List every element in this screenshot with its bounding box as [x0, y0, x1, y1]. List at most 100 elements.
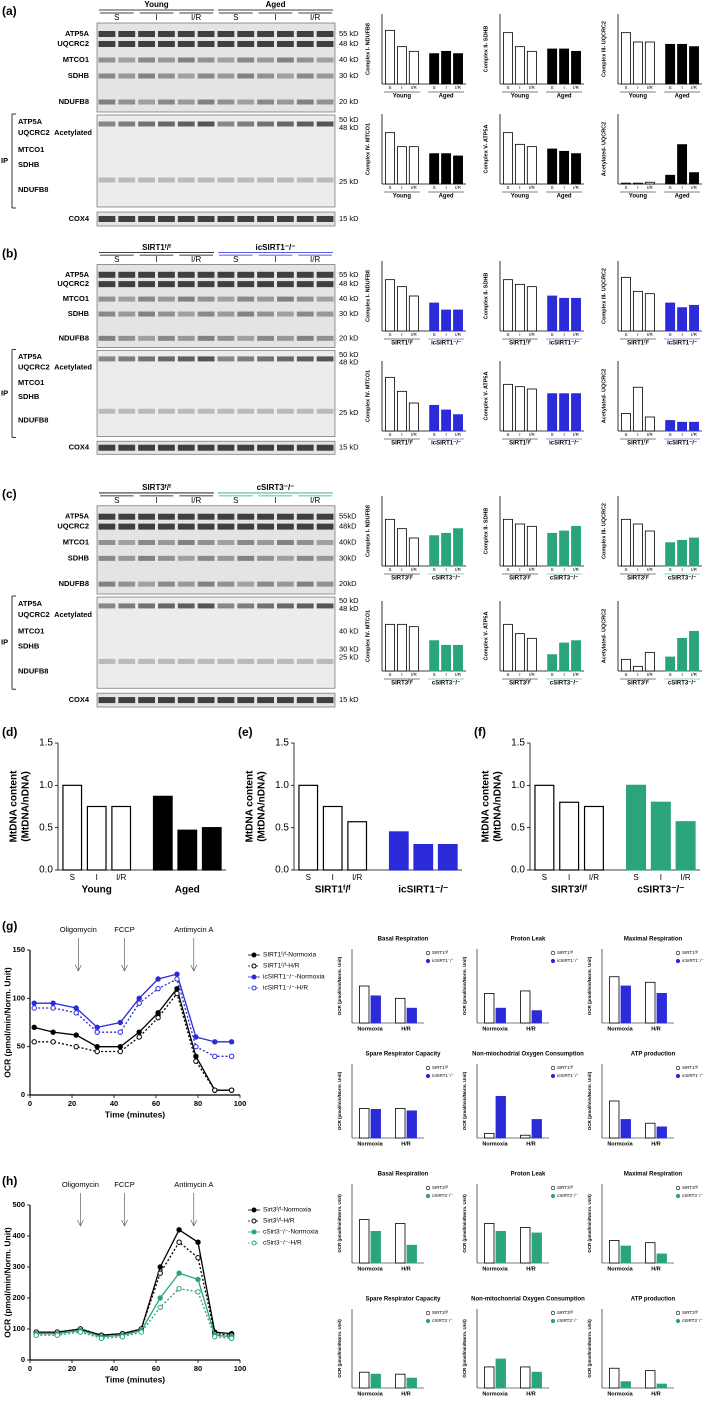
blot-band — [118, 57, 136, 63]
blot-band — [197, 31, 215, 37]
bar — [571, 153, 581, 185]
legend-marker — [675, 1310, 681, 1316]
legend-label: SIRT3ᶠ/ᶠ — [432, 1310, 448, 1315]
blot-band — [237, 408, 255, 414]
bar — [644, 41, 655, 85]
blot-band — [197, 311, 215, 317]
blot-band — [296, 356, 314, 362]
data-point — [176, 1286, 182, 1292]
blot-band — [98, 581, 116, 587]
x-tick-label: H/R — [401, 1391, 411, 1397]
bar — [429, 404, 440, 432]
bar — [632, 665, 643, 672]
x-tick-label: S — [633, 873, 638, 882]
group-label: icSIRT1⁻/⁻ — [398, 885, 448, 896]
bar — [408, 537, 419, 567]
blot-band — [277, 697, 294, 704]
blot-band — [138, 581, 155, 587]
bar — [62, 784, 83, 871]
protein-label: UQCRC2 — [18, 128, 50, 137]
x-tick-label: S — [669, 332, 672, 337]
y-axis-label: Complex III- UQCRC2 — [601, 503, 607, 559]
bar — [547, 532, 558, 567]
bar — [359, 985, 370, 1024]
legend-marker — [425, 1065, 431, 1071]
x-tick-label: Normoxia — [482, 1141, 508, 1147]
blot-band — [257, 356, 274, 362]
x-tick-label: 40 — [110, 1099, 118, 1108]
blot-band — [177, 281, 195, 288]
group-label: Young — [629, 194, 648, 200]
blot-band — [296, 658, 314, 664]
x-tick-label: I — [401, 567, 402, 572]
blot-band — [237, 513, 255, 520]
protein-label: ATP5A — [65, 270, 90, 279]
blot-band — [158, 271, 175, 278]
blot-band — [197, 99, 215, 105]
group-label: Aged — [175, 885, 200, 896]
bar — [429, 53, 440, 85]
blot-band — [98, 271, 116, 278]
data-point — [212, 1087, 218, 1093]
bar — [665, 420, 676, 432]
blot-band — [98, 31, 116, 37]
data-point — [212, 1039, 218, 1045]
bar — [385, 623, 395, 672]
x-tick-label: I/R — [691, 672, 698, 677]
legend-label: Sirt3ᶠ/ᶠ-H/R — [263, 1218, 295, 1225]
blot-band — [138, 444, 155, 451]
blot-band — [118, 121, 136, 127]
bar — [408, 50, 419, 85]
blot-band — [118, 523, 136, 530]
x-tick-label: I/R — [529, 85, 536, 90]
x-tick-label: Normoxia — [482, 1026, 508, 1032]
panel-label: (h) — [2, 1174, 17, 1188]
bar — [621, 276, 631, 332]
blot-band — [177, 658, 195, 664]
kd-label: 40 kD — [339, 294, 359, 303]
data-point — [155, 1010, 161, 1016]
x-tick-label: S — [433, 432, 436, 437]
x-tick-label: I — [681, 432, 682, 437]
legend-marker — [675, 1073, 681, 1079]
protein-label: MTCO1 — [63, 294, 89, 303]
x-tick-label: I — [568, 873, 570, 882]
x-tick-label: S — [551, 432, 554, 437]
blot-band — [237, 121, 255, 127]
chart-title: Spare Respirator Capacity — [365, 1297, 441, 1303]
blot-band — [237, 581, 255, 587]
condition-label: S — [114, 13, 119, 22]
chart-title: ATP production — [631, 1052, 676, 1058]
x-tick-label: I/R — [352, 873, 362, 882]
blot-band — [98, 356, 116, 362]
data-point — [176, 1227, 182, 1233]
blot-band — [237, 31, 255, 37]
x-tick-label: I/R — [573, 185, 580, 190]
y-axis-label: Complex IV- MTCO1 — [365, 610, 371, 662]
data-point — [136, 1034, 142, 1040]
data-point — [77, 1329, 84, 1335]
blot-band — [98, 281, 116, 288]
group-label: icSIRT1⁻/⁻ — [255, 243, 295, 252]
blot-band — [197, 555, 215, 561]
blot-band — [118, 658, 136, 664]
x-tick-label: I — [637, 185, 638, 190]
y-tick-label: 150 — [12, 945, 25, 954]
protein-label: UQCRC2 — [18, 610, 50, 619]
condition-label: I/R — [191, 13, 201, 22]
group-label: cSIRT3⁻/⁻ — [432, 576, 460, 582]
x-tick-label: 80 — [194, 1099, 202, 1108]
blot-band — [138, 539, 155, 545]
acetylated-label: Acetylated — [54, 128, 92, 137]
blot-band — [237, 271, 255, 278]
chart-title: Non-mitochonrial Oxygen Consumption — [471, 1297, 585, 1303]
blot-band — [316, 216, 334, 222]
blot-band — [316, 658, 334, 664]
bar — [429, 153, 440, 185]
blot-band — [118, 539, 136, 545]
kd-label: 20 kD — [339, 97, 359, 106]
protein-label: SDHB — [68, 553, 90, 562]
blot-band — [138, 603, 155, 609]
blot-band — [118, 335, 136, 341]
blot-band — [257, 41, 274, 47]
